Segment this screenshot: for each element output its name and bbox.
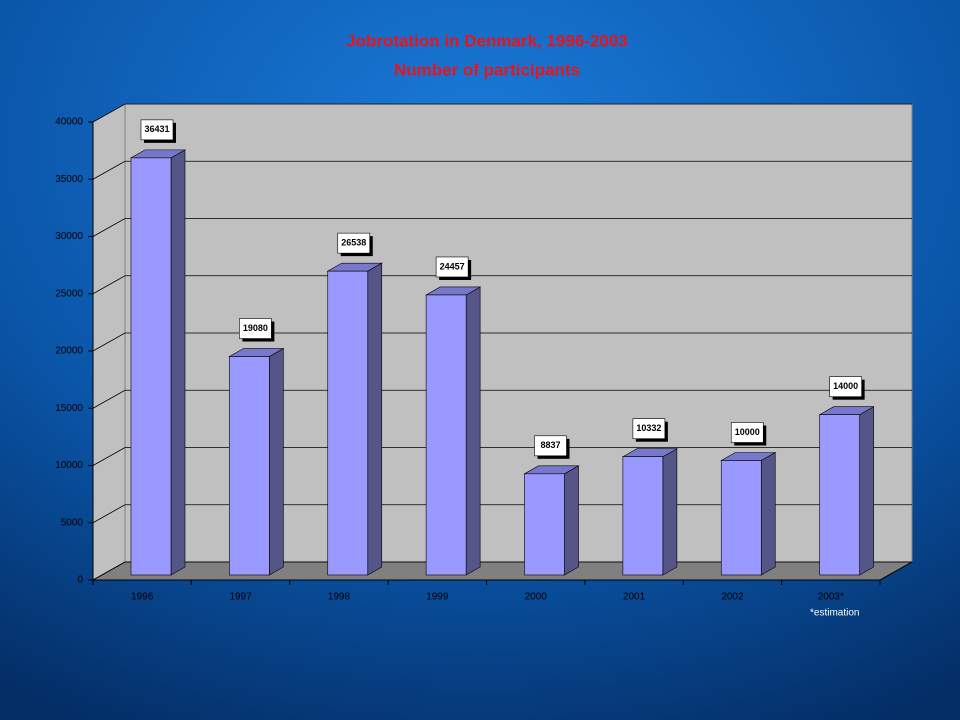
x-tick-label: 2000 [525,592,548,603]
bar [425,294,467,576]
y-tick-label: 25000 [55,288,83,299]
y-tick-label: 10000 [55,460,83,471]
y-tick-label: 5000 [61,517,84,528]
label-box [632,418,666,439]
label-box [534,435,567,457]
grid-line [92,332,912,352]
bar-side [662,448,678,576]
y-tick-label: 40000 [55,117,83,128]
data-label: 8837 [540,440,560,450]
bar-side [859,406,874,576]
x-tick-label: 2001 [623,592,646,603]
x-tick-label: 1998 [328,592,351,603]
label-box [435,256,469,278]
y-tick-label: 30000 [55,231,83,242]
data-label: 36431 [144,124,169,134]
grid-line [92,160,912,180]
chart-title: Jobrotation in Denmark, 1996-2003 [346,31,628,50]
data-label: 10000 [735,427,760,437]
y-tick-label: 20000 [55,346,83,357]
y-tick-label: 0 [77,575,83,586]
x-tick-label: 1997 [229,592,252,603]
bar-side [760,451,776,576]
label-box [239,318,272,339]
bar [327,270,369,576]
data-label: 10332 [636,423,661,433]
grid-line [92,218,912,237]
label-box [829,376,862,398]
x-tick-label: 2002 [721,592,744,603]
bar-side [564,465,579,576]
bar-side [269,348,284,576]
y-tick-label: 15000 [55,403,83,414]
bar-side [367,262,383,576]
x-tick-label: 1999 [426,592,449,603]
data-label: 24457 [440,261,465,271]
grid-line [92,275,912,295]
bar-side [170,149,186,576]
bar [819,414,860,576]
data-label: 19080 [243,323,268,333]
label-box [730,422,764,443]
x-tick-label: 2003* [818,592,844,603]
bar [229,356,270,576]
bar [622,456,664,576]
bar [524,473,565,576]
bar-side [465,286,481,576]
grid-line [92,447,912,466]
grid-line [92,103,912,123]
data-label: 14000 [833,381,858,391]
bar [720,460,762,576]
y-tick-label: 35000 [55,174,83,185]
label-box [337,232,371,254]
label-box [140,119,174,141]
x-axis-depth [879,561,913,581]
data-label: 26538 [341,238,366,248]
chart-subtitle: Number of participants [394,60,580,79]
grid-line [92,389,912,409]
bar [130,157,172,576]
floor [91,561,914,581]
x-tick-label: 1996 [131,592,154,603]
annotation: *estimation [810,608,859,619]
